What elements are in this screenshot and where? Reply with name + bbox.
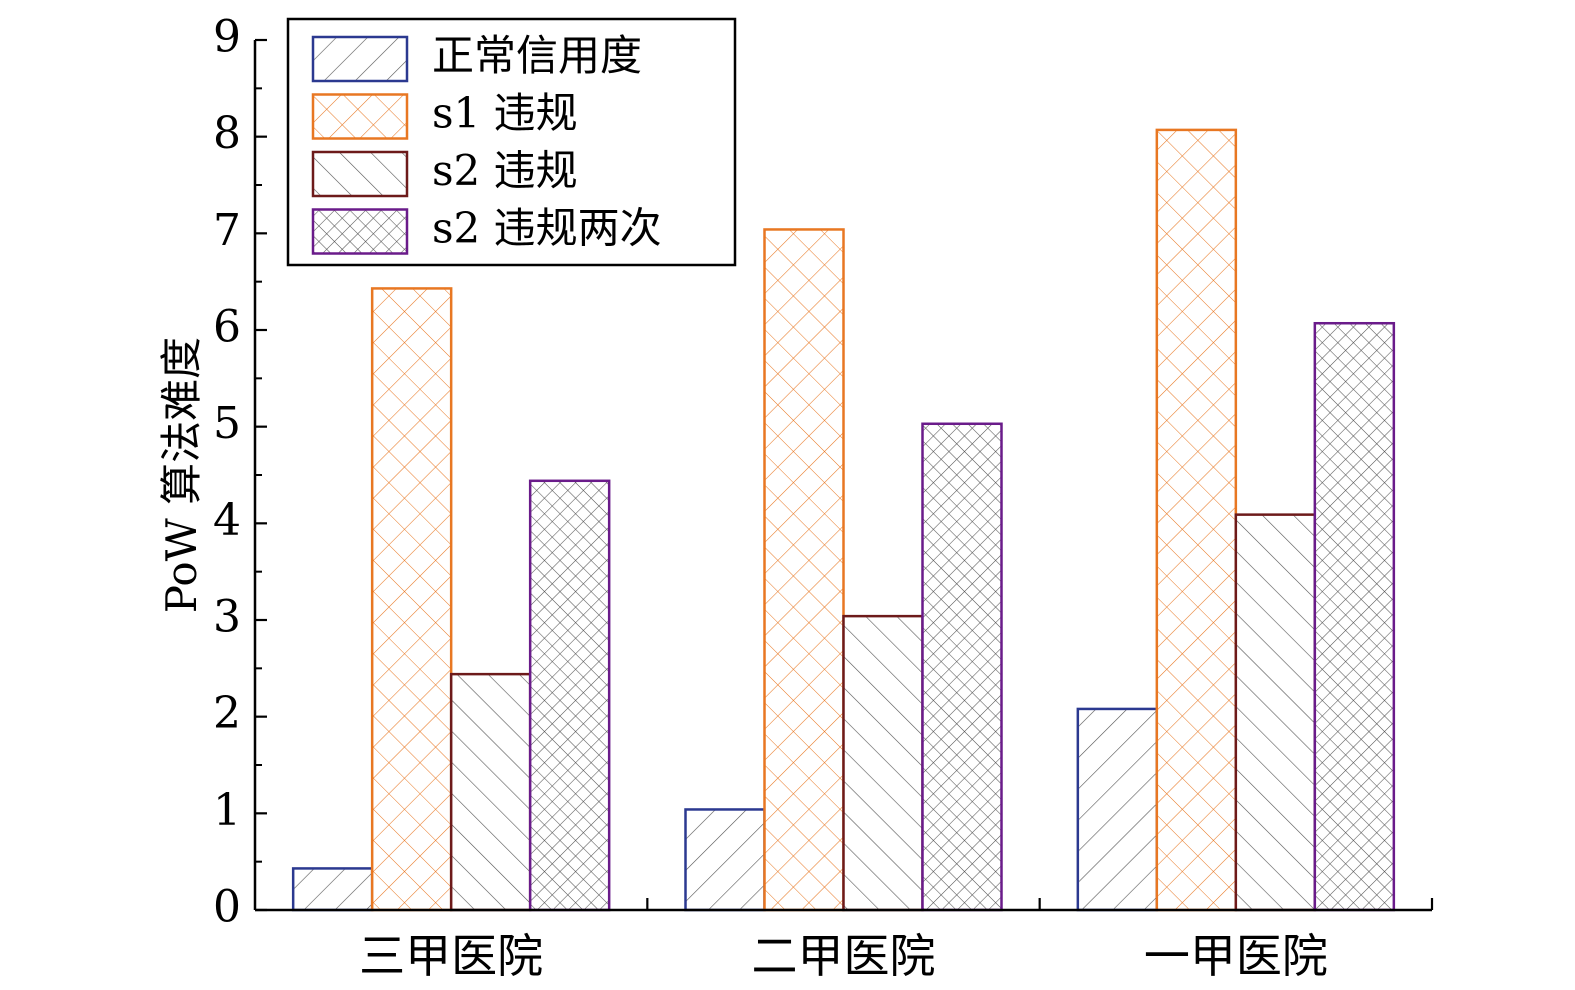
y-tick-label: 3 (213, 592, 241, 643)
y-ticks: 0 1 2 3 4 5 6 7 8 9 (213, 12, 267, 933)
bar-1 (291, 867, 374, 912)
bar-1 (684, 808, 766, 912)
x-category-label: 一甲医院 (1144, 929, 1328, 983)
legend-label: s2 违规两次 (432, 204, 662, 253)
bar-3 (1234, 513, 1317, 912)
legend-label: s1 违规 (432, 89, 578, 138)
bar-4 (528, 479, 611, 912)
bar-1 (1076, 707, 1159, 912)
x-ticks: 三甲医院 二甲医院 一甲医院 (359, 898, 1434, 983)
y-tick-label: 0 (213, 882, 241, 933)
y-tick-label: 6 (213, 302, 241, 353)
x-category-label: 三甲医院 (359, 929, 543, 983)
legend-label: 正常信用度 (432, 31, 642, 80)
legend-swatch (311, 208, 409, 255)
bar-3 (449, 672, 532, 912)
legend-swatch (311, 35, 409, 83)
bar-2 (763, 228, 845, 912)
legend: 正常信用度 s1 违规 s2 违规 s2 违规两次 (286, 17, 737, 267)
y-tick-label: 7 (213, 205, 241, 256)
bar-4 (1313, 321, 1396, 912)
y-axis-title: PoW 算法难度 (157, 337, 206, 613)
legend-label: s2 违规 (432, 146, 578, 195)
bar-2 (1155, 128, 1238, 912)
y-tick-label: 4 (213, 495, 241, 546)
y-tick-label: 5 (213, 398, 241, 449)
bars-layer (291, 128, 1396, 912)
bar-3 (842, 614, 924, 912)
y-tick-label: 1 (213, 785, 241, 836)
legend-swatch (311, 93, 409, 140)
x-category-label: 二甲医院 (752, 929, 936, 983)
y-tick-label: 9 (213, 12, 241, 63)
y-tick-label: 2 (213, 688, 241, 739)
bar-4 (921, 422, 1003, 912)
legend-swatch (311, 150, 409, 198)
bar-2 (370, 287, 453, 912)
y-tick-label: 8 (213, 108, 241, 159)
